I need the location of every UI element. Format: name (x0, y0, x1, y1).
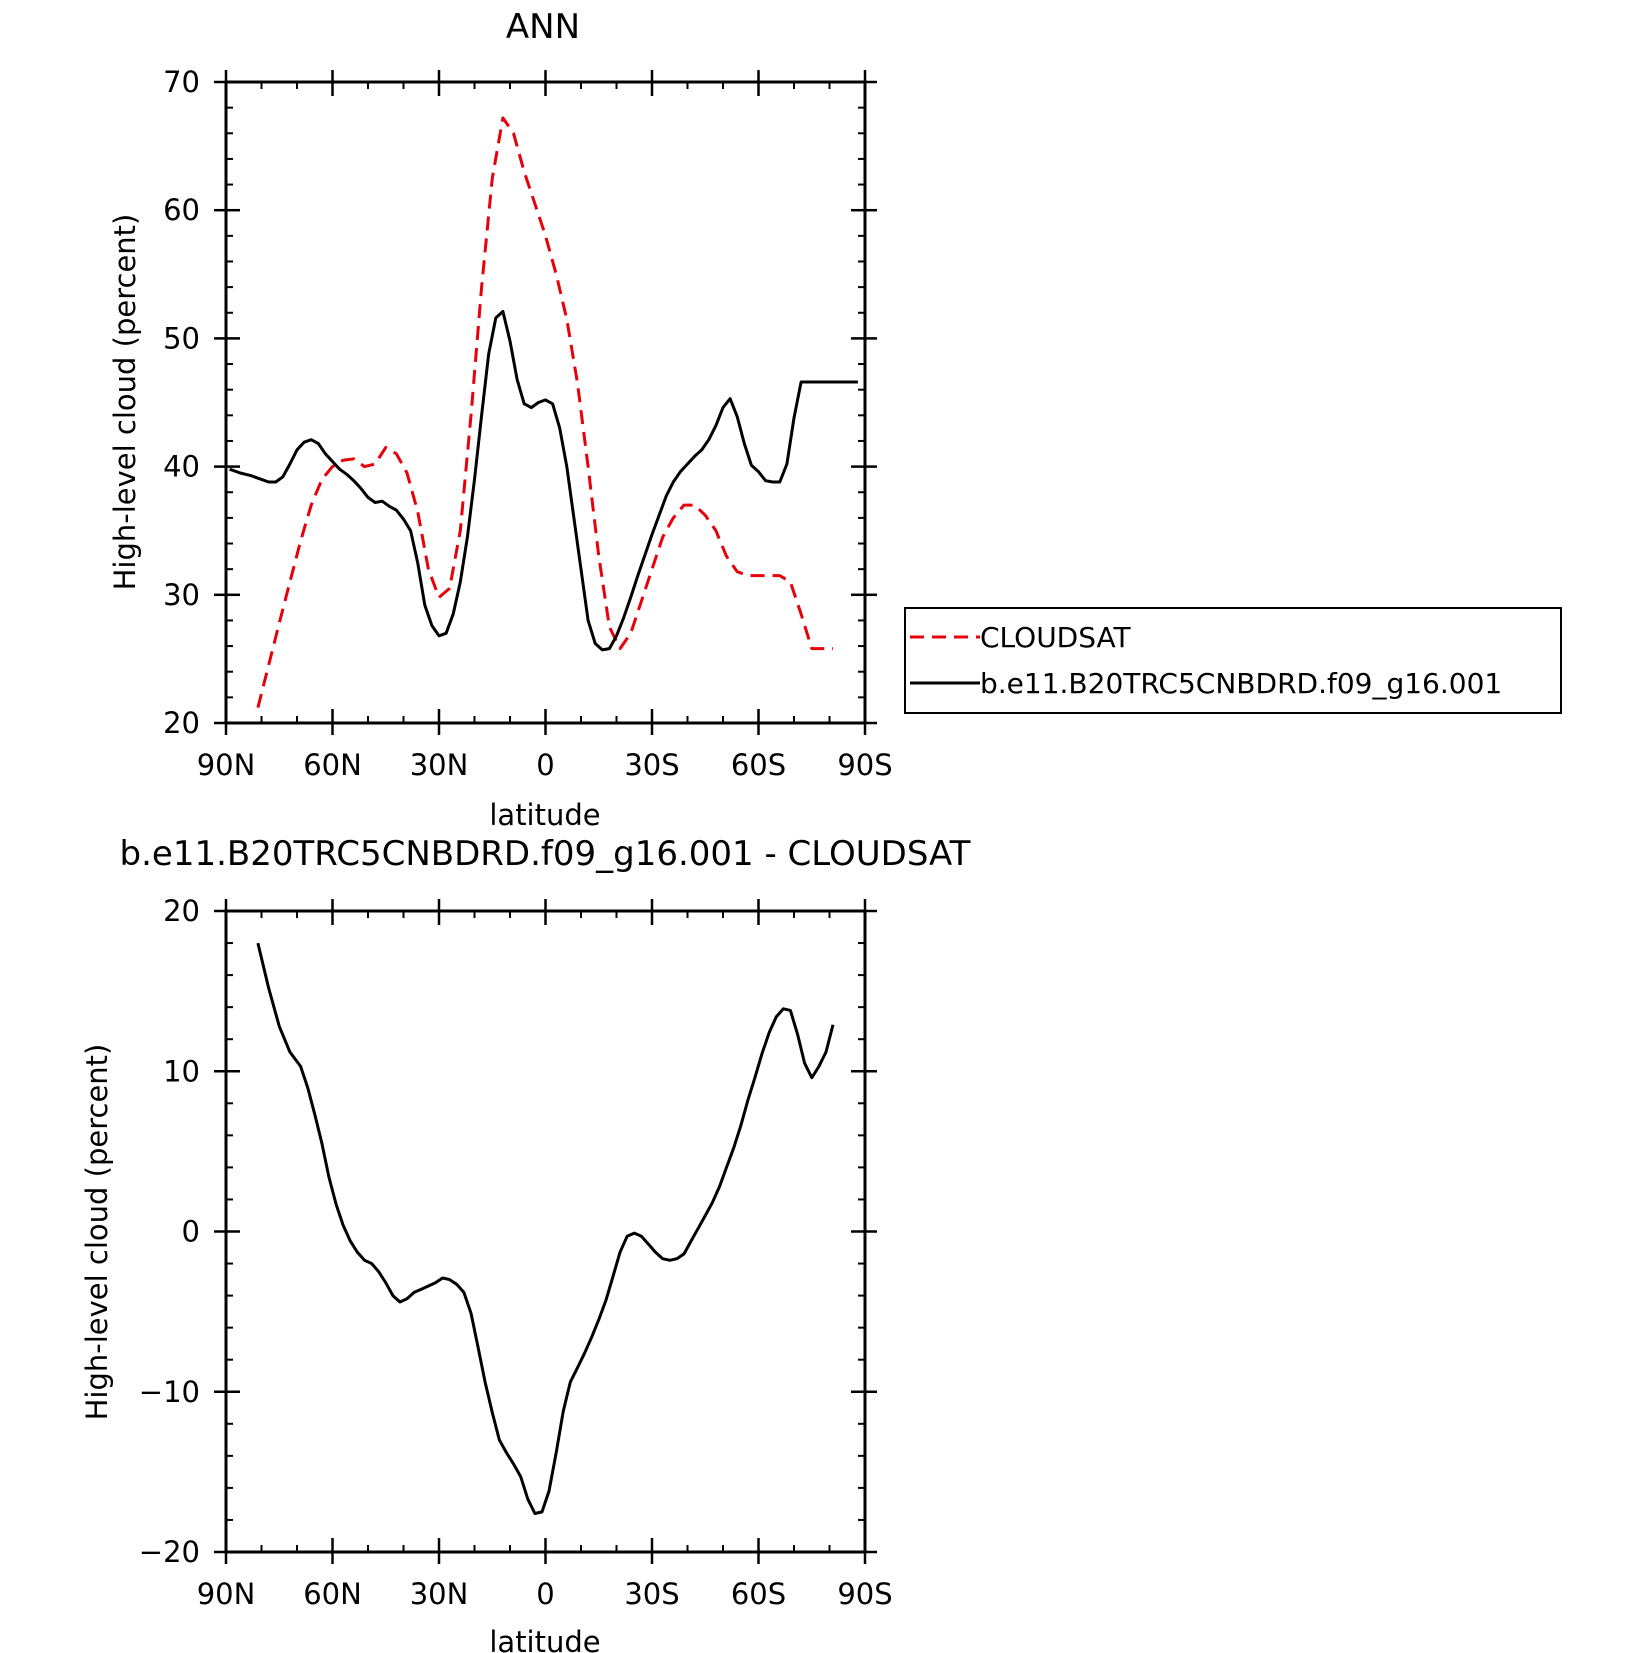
x-tick-label: 90N (197, 748, 256, 782)
y-tick-label: 10 (163, 1054, 200, 1088)
bottom-x-tick-labels: 90N 60N 30N 0 30S 60S 90S (197, 1577, 893, 1611)
y-tick-label: 30 (163, 578, 200, 612)
bottom-y-axis-label: High-level cloud (percent) (80, 1044, 114, 1421)
top-y-tick-labels: 20 30 40 50 60 70 (163, 65, 200, 740)
top-panel: ANN 90N 60N 30N 0 30S 60S 90S 20 30 40 50 60 70 lat… (108, 7, 1562, 832)
x-tick-label: 30N (410, 748, 469, 782)
x-tick-label: 0 (536, 748, 554, 782)
y-tick-label: −10 (139, 1375, 200, 1409)
x-tick-label: 30S (624, 1577, 679, 1611)
bottom-series-lines (256, 942, 835, 1515)
top-plot-frame (224, 80, 867, 725)
top-y-axis-label: High-level cloud (percent) (108, 214, 142, 591)
y-tick-label: −20 (139, 1535, 200, 1569)
x-tick-label: 60N (303, 748, 362, 782)
x-tick-label: 60S (731, 1577, 786, 1611)
legend: CLOUDSAT b.e11.B20TRC5CNBDRD.f09_g16.001 (904, 607, 1562, 714)
y-tick-label: 20 (163, 894, 200, 928)
x-tick-label: 60S (731, 748, 786, 782)
top-x-tick-labels: 90N 60N 30N 0 30S 60S 90S (197, 748, 893, 782)
x-tick-label: 30S (624, 748, 679, 782)
y-tick-label: 50 (163, 321, 200, 355)
legend-box (904, 607, 1562, 714)
y-tick-label: 60 (163, 193, 200, 227)
bottom-chart-title: b.e11.B20TRC5CNBDRD.f09_g16.001 - CLOUDS… (120, 834, 971, 874)
y-tick-label: 0 (182, 1215, 200, 1249)
legend-label-model: b.e11.B20TRC5CNBDRD.f09_g16.001 (980, 667, 1502, 700)
x-tick-label: 90N (197, 1577, 256, 1611)
top-tick-marks (214, 70, 877, 735)
legend-label-cloudsat: CLOUDSAT (980, 621, 1132, 654)
y-tick-label: 20 (163, 706, 200, 740)
y-tick-label: 70 (163, 65, 200, 99)
series-line-1 (229, 310, 858, 652)
x-tick-label: 90S (837, 1577, 892, 1611)
bottom-tick-marks (214, 899, 877, 1564)
x-tick-label: 0 (536, 1577, 554, 1611)
y-tick-label: 40 (163, 450, 200, 484)
bottom-x-axis-label: latitude (489, 1625, 600, 1653)
x-tick-label: 30N (410, 1577, 469, 1611)
top-chart-title: ANN (506, 7, 580, 47)
bottom-plot-frame (224, 909, 867, 1554)
bottom-y-tick-labels: −20 −10 0 10 20 (139, 894, 200, 1569)
series-line-0 (256, 116, 833, 708)
bottom-panel: b.e11.B20TRC5CNBDRD.f09_g16.001 - CLOUDS… (80, 834, 971, 1653)
x-tick-label: 90S (837, 748, 892, 782)
top-series-lines (229, 116, 858, 708)
series-line-0 (256, 942, 835, 1515)
x-tick-label: 60N (303, 1577, 362, 1611)
top-x-axis-label: latitude (489, 798, 600, 832)
